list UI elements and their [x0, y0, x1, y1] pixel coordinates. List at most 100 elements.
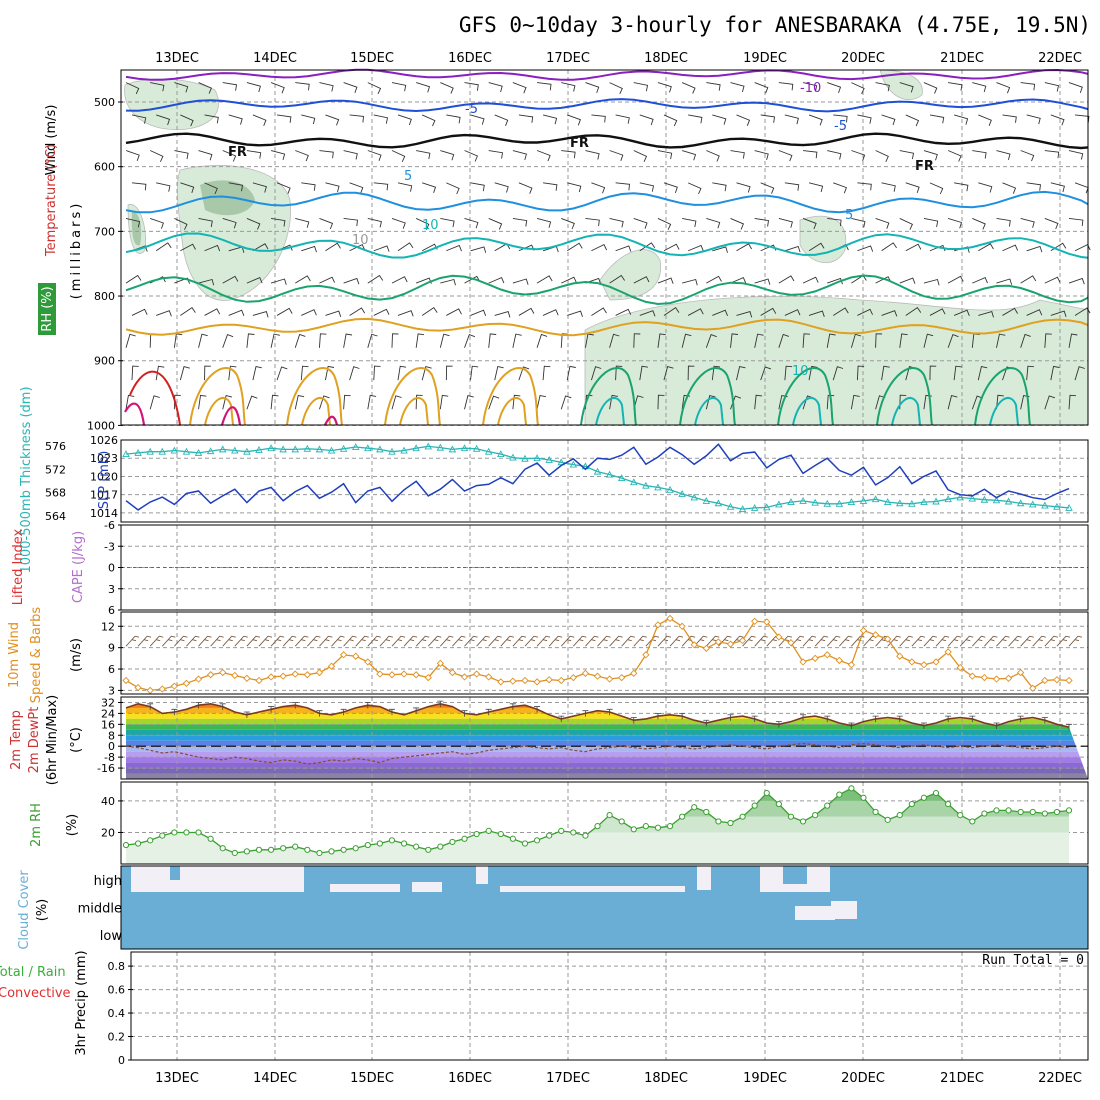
wind-barb [300, 365, 309, 381]
wind-barb [222, 395, 233, 410]
rh2m-point [715, 818, 722, 825]
wind-barb [590, 366, 602, 381]
wind-barb [391, 333, 399, 348]
wind10-barb [996, 635, 1010, 647]
wind10-point [787, 639, 795, 647]
wind-barb [512, 82, 527, 94]
wind-barb [319, 150, 334, 159]
wind10-point [352, 652, 360, 660]
thickness-point [1016, 499, 1025, 507]
wind-barb [470, 114, 485, 125]
wind-barb [1068, 217, 1084, 227]
wind-barb [929, 114, 945, 124]
wind-barb [349, 307, 366, 316]
rh2m-point [896, 812, 903, 819]
thickness-point [738, 505, 747, 513]
rh2m-point [304, 846, 311, 853]
wind10-point [1017, 668, 1025, 677]
contour-20 [125, 317, 1089, 337]
wind-barb [391, 395, 402, 410]
slp-line [125, 443, 1070, 511]
wind10-point [593, 672, 602, 680]
wind-barb [125, 333, 136, 348]
precip-total-label: Total / Rain [0, 965, 66, 980]
wind-barb [343, 333, 353, 348]
wind-barb [416, 82, 431, 93]
thickness-tick-label: 572 [45, 463, 66, 476]
temp-band [126, 768, 1088, 774]
wind-barb [439, 394, 449, 410]
wind10-barb [959, 635, 974, 647]
wind-barb [415, 394, 423, 410]
temp-minmax-tick [1066, 723, 1073, 731]
rh2m-point [413, 843, 420, 850]
wind10-barb [512, 635, 527, 647]
wind-barb [633, 217, 648, 229]
contour-30 [220, 406, 242, 426]
temp-minmax-tick [848, 722, 855, 729]
tick-label: 9 [108, 642, 115, 655]
wind10-point [170, 682, 178, 690]
tick-label: 32 [101, 696, 115, 709]
wind-barb [512, 150, 527, 161]
temp-minmax-tick [437, 700, 444, 708]
wind-barb [373, 308, 390, 316]
wind10-barb [391, 635, 406, 647]
wind-barb [1044, 333, 1052, 348]
tick-label: 0 [118, 1054, 125, 1067]
slp-label: SLP (mb) [97, 451, 112, 510]
wind-barb [512, 217, 528, 227]
wind-barb [996, 278, 1013, 285]
wind-barb [1026, 245, 1043, 253]
rh2m-point [775, 800, 782, 808]
wind-barb [639, 182, 655, 192]
wind-barb [367, 150, 382, 161]
wind-barb [929, 182, 944, 195]
wind10-barb [149, 635, 164, 647]
surface-contour-loop [580, 367, 637, 426]
slp-tick-label: 1020 [90, 470, 118, 483]
date-label-bottom: 17DEC [546, 1071, 590, 1086]
rh2m-point [364, 841, 371, 849]
wind-barb [446, 244, 462, 252]
temp2m-line [125, 702, 1070, 728]
tick-label: -8 [104, 751, 115, 764]
wind-barb [736, 182, 751, 193]
wind-barb [1020, 333, 1031, 348]
wind-barb [180, 243, 196, 252]
upper-temp-label: Temperature (°C) [44, 144, 59, 257]
thickness-point [436, 443, 445, 451]
wind10-barb [560, 635, 575, 647]
wind-barb [343, 217, 358, 227]
wind10-point [388, 671, 396, 679]
wind-barb [1044, 150, 1060, 159]
wind-barb [615, 245, 632, 252]
wind-barb [204, 308, 221, 316]
rh2m-point [908, 800, 915, 808]
wind10-barb [657, 635, 672, 647]
wind-barb [325, 242, 341, 252]
wind-barb [536, 217, 552, 228]
wind-barb [663, 243, 680, 252]
wind-barb [246, 150, 262, 159]
wind-barb [802, 333, 811, 348]
wind10-barb [476, 635, 490, 647]
cloud-clear-patch [831, 901, 857, 919]
cape-label: CAPE (J/kg) [71, 531, 86, 603]
wind10-barb [536, 635, 551, 647]
rh2m-point [920, 794, 928, 801]
rh2m-point [509, 835, 516, 842]
wind10-barb [500, 635, 514, 647]
wind-barb [778, 275, 795, 284]
wind10-barb [1008, 635, 1022, 647]
wind-barb [440, 82, 454, 94]
rh2m-label: 2m RH [29, 803, 44, 847]
wind-barb [536, 275, 553, 284]
temp-minmax-tick [171, 708, 178, 716]
temp-minmax-tick [824, 715, 831, 723]
wind-barb [947, 150, 962, 162]
upper-unit-label: (millibars) [69, 201, 84, 300]
wind-barb [446, 114, 461, 124]
contour-30 [324, 415, 339, 426]
wind-barb [1044, 276, 1061, 284]
